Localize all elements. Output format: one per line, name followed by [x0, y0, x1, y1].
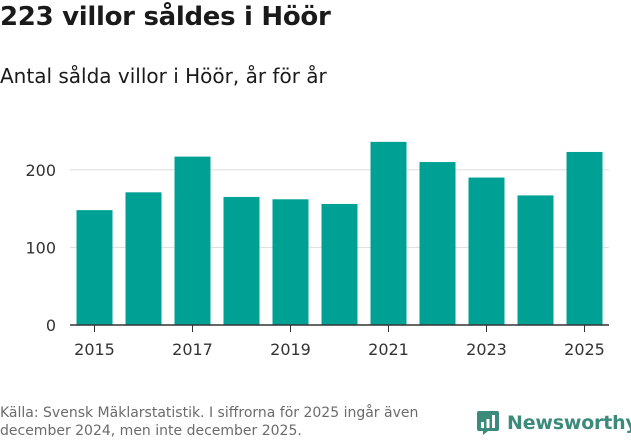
x-tick-label: 2015 [74, 340, 115, 359]
bars [76, 141, 603, 325]
bar-2025 [566, 151, 603, 325]
bar-2023 [468, 177, 505, 325]
bar-2021 [370, 141, 407, 325]
bar-2024 [517, 195, 554, 325]
y-tick-label: 200 [25, 161, 56, 180]
bar-2022 [419, 162, 456, 325]
newsworthy-logo: Newsworthy [476, 409, 631, 437]
x-axis-ticks: 2015 2017 2019 2021 2023 2025 [74, 325, 605, 359]
source-note: Källa: Svensk Mäklarstatistik. I siffror… [0, 405, 419, 439]
bar-2016 [125, 192, 162, 325]
x-tick-label: 2025 [564, 340, 605, 359]
bar-2019 [272, 199, 309, 325]
newsworthy-logo-text: Newsworthy [507, 412, 631, 434]
newsworthy-logo-icon [477, 411, 499, 435]
chart-title: 223 villor såldes i Höör [0, 2, 331, 32]
bar-2018 [223, 196, 260, 325]
x-tick-label: 2023 [466, 340, 507, 359]
chart-subtitle: Antal sålda villor i Höör, år för år [0, 64, 327, 88]
x-tick-label: 2017 [172, 340, 213, 359]
y-axis-ticks: 0 100 200 [25, 161, 56, 335]
bar-2015 [76, 210, 113, 325]
y-tick-label: 0 [46, 316, 56, 335]
bar-chart: 0 100 200 2015 2017 2019 2021 2023 2025 [25, 141, 609, 359]
bar-2020 [321, 203, 358, 325]
x-tick-label: 2019 [270, 340, 311, 359]
y-tick-label: 100 [25, 238, 56, 257]
x-tick-label: 2021 [368, 340, 409, 359]
bar-2017 [174, 156, 211, 325]
